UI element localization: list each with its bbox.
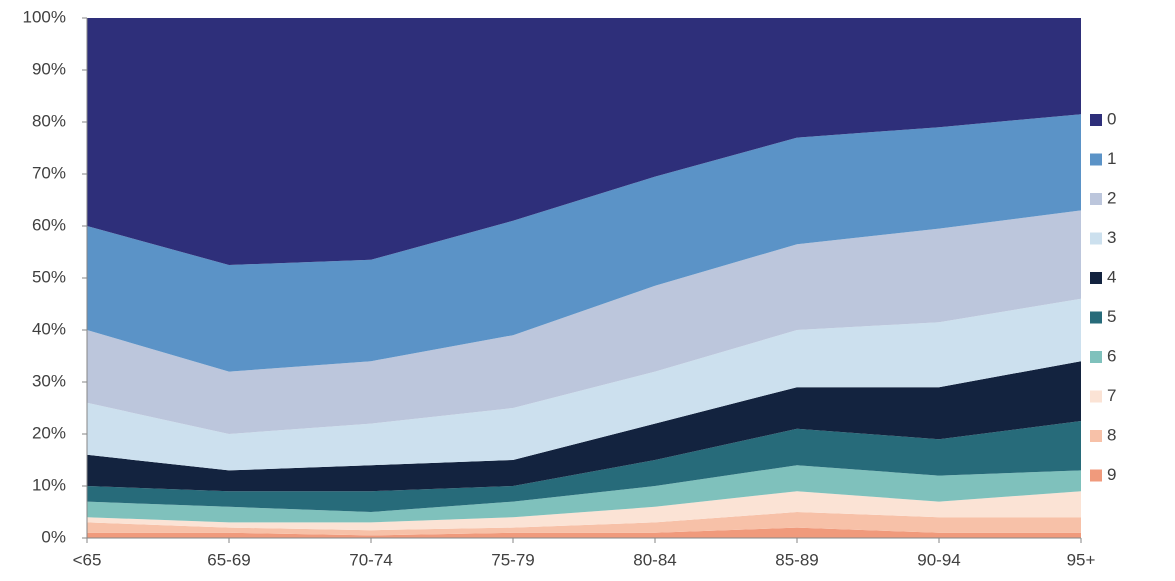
legend-swatch — [1090, 311, 1102, 324]
area — [87, 512, 1081, 536]
legend-swatch — [1090, 469, 1102, 482]
legend-label: 3 — [1107, 228, 1116, 247]
area — [87, 491, 1081, 531]
legend-label: 6 — [1107, 346, 1116, 365]
y-tick-label: 30% — [32, 371, 66, 390]
legend-label: 4 — [1107, 267, 1116, 286]
legend-label: 7 — [1107, 386, 1116, 405]
legend-swatch — [1090, 232, 1102, 245]
legend-label: 1 — [1107, 149, 1116, 168]
area — [87, 361, 1081, 492]
legend-label: 8 — [1107, 425, 1116, 444]
x-tick-label: 90-94 — [917, 550, 960, 569]
y-tick-label: 20% — [32, 423, 66, 442]
x-tick-label: 85-89 — [775, 550, 818, 569]
x-tick-label: 95+ — [1067, 550, 1096, 569]
x-tick-label: 65-69 — [207, 550, 250, 569]
legend-label: 0 — [1107, 109, 1116, 128]
legend-swatch — [1090, 272, 1102, 284]
legend-swatch — [1090, 114, 1102, 126]
y-tick-label: 80% — [32, 111, 66, 130]
legend-label: 2 — [1107, 188, 1116, 207]
y-tick-label: 0% — [41, 527, 66, 546]
y-tick-label: 60% — [32, 215, 66, 234]
legend-swatch — [1090, 390, 1102, 403]
x-tick-label: <65 — [73, 550, 102, 569]
legend-label: 5 — [1107, 307, 1116, 326]
area — [87, 298, 1081, 471]
y-tick-label: 100% — [23, 7, 66, 26]
legend-swatch — [1090, 153, 1102, 166]
x-tick-label: 75-79 — [491, 550, 534, 569]
y-tick-label: 90% — [32, 59, 66, 78]
legend-label: 9 — [1107, 465, 1116, 484]
area — [87, 421, 1081, 512]
y-tick-label: 50% — [32, 267, 66, 286]
x-tick-label: 70-74 — [349, 550, 392, 569]
x-tick-label: 80-84 — [633, 550, 676, 569]
legend-swatch — [1090, 430, 1102, 442]
y-tick-label: 70% — [32, 163, 66, 182]
y-tick-label: 40% — [32, 319, 66, 338]
area — [87, 210, 1081, 434]
area — [87, 465, 1081, 523]
area — [87, 114, 1081, 372]
y-tick-label: 10% — [32, 475, 66, 494]
legend-swatch — [1090, 193, 1102, 205]
area — [87, 18, 1081, 265]
legend-swatch — [1090, 351, 1102, 363]
